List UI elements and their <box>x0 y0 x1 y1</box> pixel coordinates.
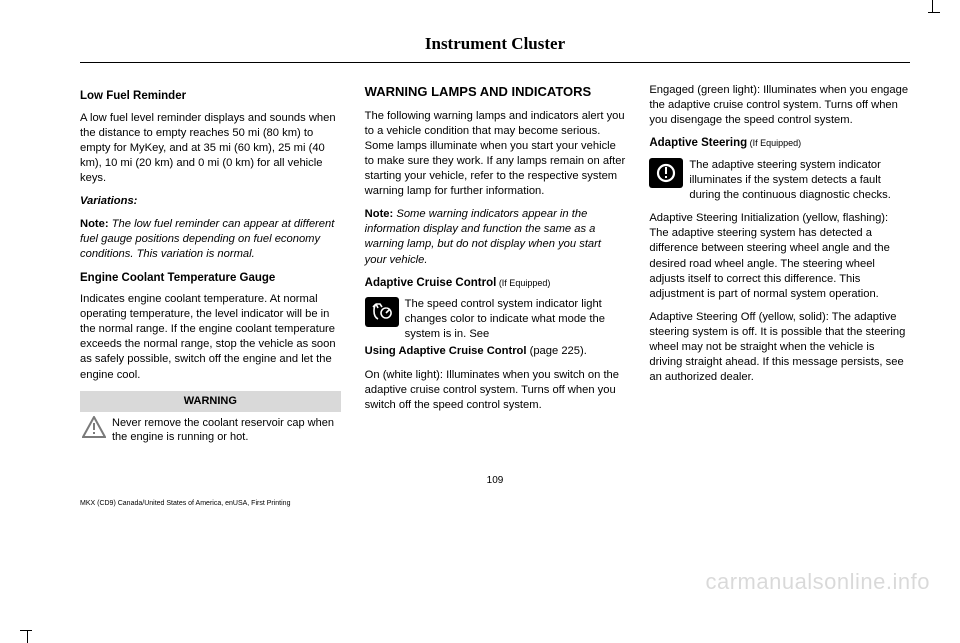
warning-header: WARNING <box>80 391 341 412</box>
body-text: Adaptive Steering Initialization (yellow… <box>649 211 910 302</box>
warning-box: WARNING Never remove the coolant reservo… <box>80 391 341 450</box>
note-block: Note: Some warning indicators appear in … <box>365 207 626 267</box>
warning-text: Never remove the coolant reservoir cap w… <box>112 416 339 446</box>
text-columns: Low Fuel Reminder A low fuel level remin… <box>80 83 910 449</box>
heading-low-fuel: Low Fuel Reminder <box>80 89 341 105</box>
cruise-control-icon <box>365 297 399 327</box>
indicator-text: The speed control system indicator light… <box>405 297 626 342</box>
heading-text: Adaptive Steering <box>649 137 747 149</box>
note-label: Note: <box>365 208 394 220</box>
steering-fault-icon <box>649 158 683 188</box>
body-text: Indicates engine coolant temperature. At… <box>80 292 341 383</box>
page-number: 109 <box>80 475 910 486</box>
body-text: Engaged (green light): Illuminates when … <box>649 83 910 128</box>
indicator-paragraph: The adaptive steering system indicator i… <box>649 158 910 203</box>
heading-adaptive-steering: Adaptive Steering (If Equipped) <box>649 136 910 152</box>
heading-warning-lamps: WARNING LAMPS AND INDICATORS <box>365 83 626 101</box>
chapter-title: Instrument Cluster <box>80 34 910 63</box>
column-3: Engaged (green light): Illuminates when … <box>649 83 910 449</box>
body-text: A low fuel level reminder displays and s… <box>80 111 341 187</box>
warning-triangle-icon <box>82 416 106 443</box>
note-block: Note: The low fuel reminder can appear a… <box>80 217 341 262</box>
variations-label: Variations: <box>80 194 341 209</box>
column-1: Low Fuel Reminder A low fuel level remin… <box>80 83 341 449</box>
watermark-text: carmanualsonline.info <box>705 569 930 595</box>
footer-print-line: MKX (CD9) Canada/United States of Americ… <box>80 500 910 507</box>
note-label: Note: <box>80 218 109 230</box>
see-reference-bold: Using Adaptive Cruise Control <box>365 345 527 357</box>
heading-coolant: Engine Coolant Temperature Gauge <box>80 271 341 287</box>
crop-mark-bottom-left <box>20 623 34 643</box>
heading-text: Adaptive Cruise Control <box>365 277 497 289</box>
if-equipped-label: (If Equipped) <box>496 278 550 288</box>
page-content: Instrument Cluster Low Fuel Reminder A l… <box>0 0 960 527</box>
indicator-text: The adaptive steering system indicator i… <box>689 158 910 203</box>
if-equipped-label: (If Equipped) <box>747 138 801 148</box>
column-2: WARNING LAMPS AND INDICATORS The followi… <box>365 83 626 449</box>
indicator-paragraph: The speed control system indicator light… <box>365 297 626 359</box>
warning-body: Never remove the coolant reservoir cap w… <box>80 412 341 450</box>
note-text: The low fuel reminder can appear at diff… <box>80 218 334 260</box>
body-text: The following warning lamps and indicato… <box>365 109 626 200</box>
body-text: On (white light): Illuminates when you s… <box>365 368 626 413</box>
crop-mark-top-right <box>926 0 940 20</box>
body-text: Adaptive Steering Off (yellow, solid): T… <box>649 310 910 386</box>
see-reference-page: (page 225). <box>527 345 587 357</box>
note-text: Some warning indicators appear in the in… <box>365 208 601 265</box>
heading-adaptive-cruise: Adaptive Cruise Control (If Equipped) <box>365 276 626 292</box>
